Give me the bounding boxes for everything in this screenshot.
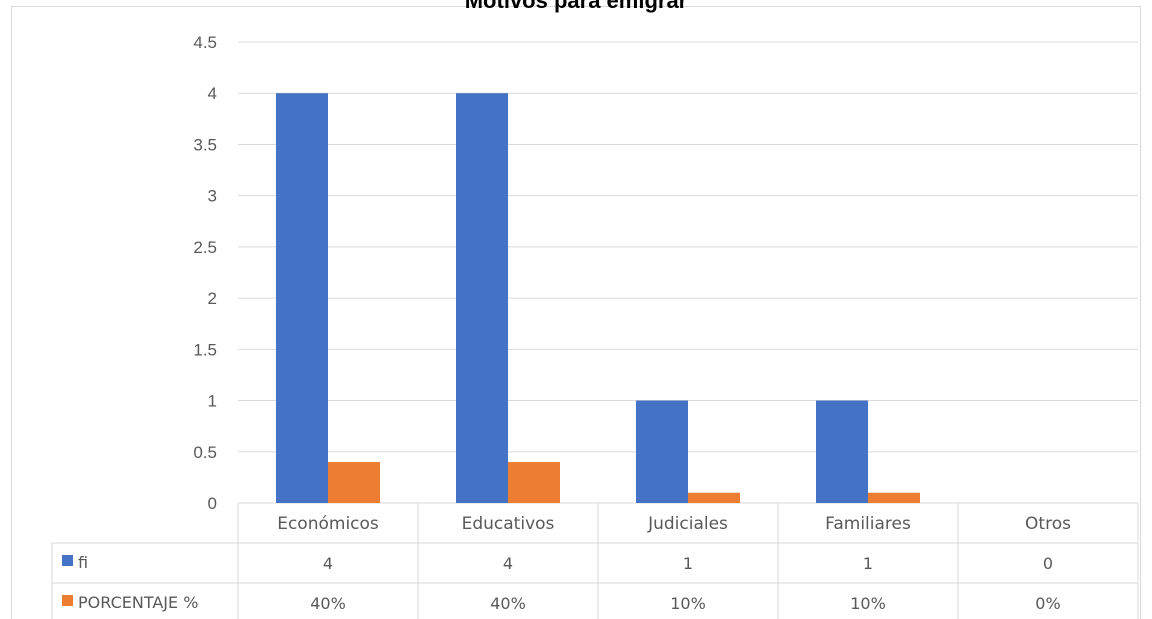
- chart-frame: [11, 6, 1141, 619]
- table-cell: 4: [323, 554, 333, 573]
- y-tick-label: 2: [208, 289, 217, 308]
- y-tick-label: 4.5: [193, 33, 217, 52]
- table-cell: 4: [503, 554, 513, 573]
- bar-fi: [276, 93, 328, 503]
- table-cell: 10%: [670, 594, 706, 613]
- legend-key: [62, 595, 73, 606]
- bar-porcentaje-: [508, 462, 560, 503]
- x-tick-label: Judiciales: [647, 514, 728, 534]
- legend-label: PORCENTAJE %: [78, 593, 198, 612]
- chart-title: Motivos para emigrar: [464, 0, 688, 13]
- table-cell: 1: [863, 554, 873, 573]
- bar-porcentaje-: [328, 462, 380, 503]
- y-tick-label: 4: [208, 84, 217, 103]
- table-cell: 10%: [850, 594, 886, 613]
- y-tick-label: 3.5: [193, 135, 217, 154]
- table-cell: 40%: [490, 594, 526, 613]
- table-cell: 0: [1043, 554, 1053, 573]
- bar-fi: [456, 93, 508, 503]
- y-tick-label: 3: [208, 187, 217, 206]
- y-tick-label: 2.5: [193, 238, 217, 257]
- y-tick-label: 0: [208, 494, 217, 513]
- x-tick-label: Económicos: [277, 514, 379, 534]
- legend-key: [62, 555, 73, 566]
- x-tick-label: Educativos: [462, 514, 555, 534]
- x-tick-label: Familiares: [825, 514, 911, 534]
- bar-porcentaje-: [688, 492, 740, 503]
- x-tick-label: Otros: [1025, 514, 1071, 534]
- bar-fi: [636, 400, 688, 503]
- y-tick-label: 1: [208, 392, 217, 411]
- bar-porcentaje-: [868, 492, 920, 503]
- table-cell: 40%: [310, 594, 346, 613]
- table-cell: 0%: [1035, 594, 1060, 613]
- y-tick-label: 0.5: [193, 443, 217, 462]
- bar-fi: [816, 400, 868, 503]
- legend-label: fi: [78, 553, 88, 572]
- table-cell: 1: [683, 554, 693, 573]
- y-tick-label: 1.5: [193, 340, 217, 359]
